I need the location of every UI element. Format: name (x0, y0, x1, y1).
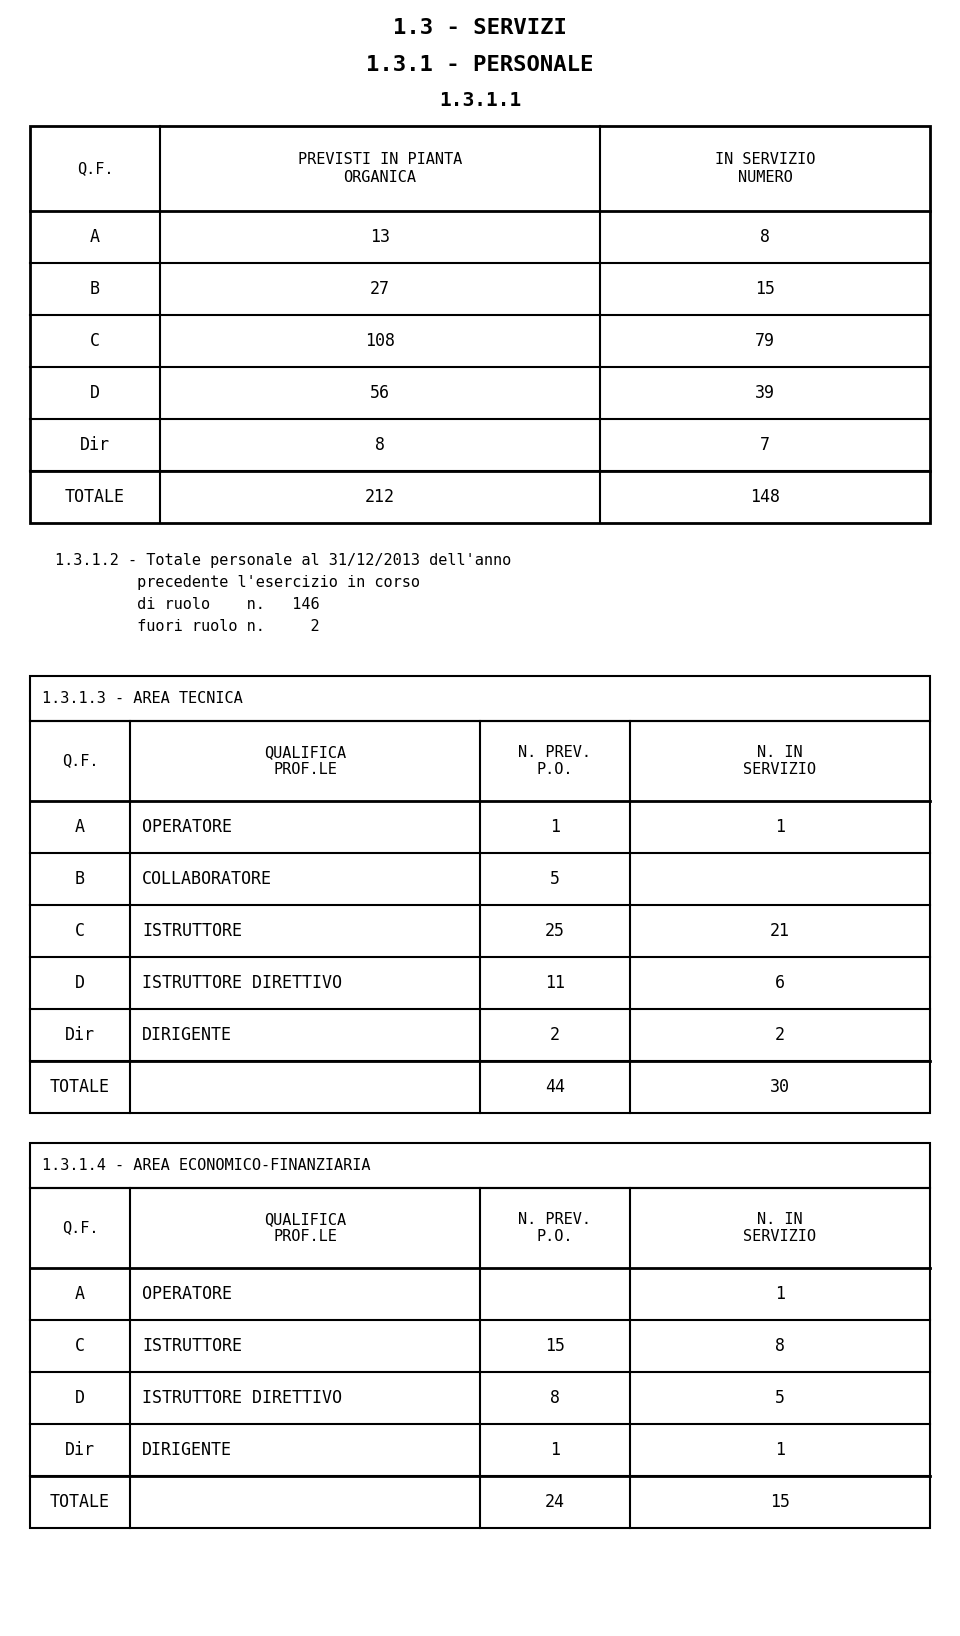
Text: 212: 212 (365, 488, 395, 506)
Text: Q.F.: Q.F. (61, 754, 98, 769)
Text: Dir: Dir (80, 437, 110, 455)
Text: QUALIFICA
PROF.LE: QUALIFICA PROF.LE (264, 1212, 346, 1245)
Text: IN SERVIZIO
NUMERO: IN SERVIZIO NUMERO (715, 152, 815, 185)
Text: ISTRUTTORE DIRETTIVO: ISTRUTTORE DIRETTIVO (142, 973, 342, 991)
Text: Dir: Dir (65, 1441, 95, 1459)
Text: D: D (75, 1389, 85, 1407)
Text: A: A (75, 818, 85, 836)
Bar (30, 1144, 930, 1188)
Text: D: D (90, 384, 100, 402)
Text: 1: 1 (775, 1284, 785, 1302)
Text: Dir: Dir (65, 1026, 95, 1044)
Text: 2: 2 (550, 1026, 560, 1044)
Text: PREVISTI IN PIANTA
ORGANICA: PREVISTI IN PIANTA ORGANICA (298, 152, 462, 185)
Text: 8: 8 (550, 1389, 560, 1407)
Text: B: B (90, 280, 100, 298)
Text: fuori ruolo n.     2: fuori ruolo n. 2 (55, 618, 320, 635)
Text: di ruolo    n.   146: di ruolo n. 146 (55, 597, 320, 612)
Text: 56: 56 (370, 384, 390, 402)
Text: C: C (90, 332, 100, 350)
Text: 21: 21 (770, 923, 790, 941)
Text: C: C (75, 923, 85, 941)
Text: 148: 148 (750, 488, 780, 506)
Text: 30: 30 (770, 1078, 790, 1096)
Bar (30, 1188, 930, 1528)
Text: ISTRUTTORE: ISTRUTTORE (142, 923, 242, 941)
Text: COLLABORATORE: COLLABORATORE (142, 870, 272, 888)
Text: 39: 39 (755, 384, 775, 402)
Bar (30, 721, 930, 1112)
Text: A: A (75, 1284, 85, 1302)
Text: C: C (75, 1337, 85, 1355)
Text: Q.F.: Q.F. (77, 160, 113, 177)
Text: 8: 8 (375, 437, 385, 455)
Text: N. IN
SERVIZIO: N. IN SERVIZIO (743, 1212, 817, 1245)
Text: QUALIFICA
PROF.LE: QUALIFICA PROF.LE (264, 744, 346, 777)
Text: 7: 7 (760, 437, 770, 455)
Text: D: D (75, 973, 85, 991)
Text: 1: 1 (775, 818, 785, 836)
Text: ISTRUTTORE DIRETTIVO: ISTRUTTORE DIRETTIVO (142, 1389, 342, 1407)
Text: DIRIGENTE: DIRIGENTE (142, 1026, 232, 1044)
Text: TOTALE: TOTALE (65, 488, 125, 506)
Text: DIRIGENTE: DIRIGENTE (142, 1441, 232, 1459)
Text: 108: 108 (365, 332, 395, 350)
Text: OPERATORE: OPERATORE (142, 818, 232, 836)
Bar (30, 676, 930, 721)
Text: 8: 8 (775, 1337, 785, 1355)
Text: 2: 2 (775, 1026, 785, 1044)
Text: N. IN
SERVIZIO: N. IN SERVIZIO (743, 744, 817, 777)
Text: 6: 6 (775, 973, 785, 991)
Bar (30, 126, 930, 524)
Text: 11: 11 (545, 973, 565, 991)
Text: 1: 1 (550, 1441, 560, 1459)
Text: 15: 15 (770, 1494, 790, 1512)
Text: ISTRUTTORE: ISTRUTTORE (142, 1337, 242, 1355)
Text: 15: 15 (755, 280, 775, 298)
Text: 1.3.1.4 - AREA ECONOMICO-FINANZIARIA: 1.3.1.4 - AREA ECONOMICO-FINANZIARIA (42, 1158, 371, 1173)
Text: precedente l'esercizio in corso: precedente l'esercizio in corso (55, 574, 420, 591)
Text: 5: 5 (775, 1389, 785, 1407)
Text: 44: 44 (545, 1078, 565, 1096)
Text: 1.3 - SERVIZI: 1.3 - SERVIZI (393, 18, 567, 38)
Text: 24: 24 (545, 1494, 565, 1512)
Text: Q.F.: Q.F. (61, 1220, 98, 1235)
Text: 13: 13 (370, 227, 390, 245)
Text: 79: 79 (755, 332, 775, 350)
Text: TOTALE: TOTALE (50, 1078, 110, 1096)
Text: 27: 27 (370, 280, 390, 298)
Text: 1.3.1.1: 1.3.1.1 (439, 90, 521, 110)
Text: 5: 5 (550, 870, 560, 888)
Text: 1.3.1.3 - AREA TECNICA: 1.3.1.3 - AREA TECNICA (42, 690, 243, 707)
Text: 1: 1 (550, 818, 560, 836)
Text: 25: 25 (545, 923, 565, 941)
Text: N. PREV.
P.O.: N. PREV. P.O. (518, 744, 591, 777)
Text: 1.3.1.2 - Totale personale al 31/12/2013 dell'anno: 1.3.1.2 - Totale personale al 31/12/2013… (55, 553, 512, 568)
Text: OPERATORE: OPERATORE (142, 1284, 232, 1302)
Text: TOTALE: TOTALE (50, 1494, 110, 1512)
Text: N. PREV.
P.O.: N. PREV. P.O. (518, 1212, 591, 1245)
Text: 15: 15 (545, 1337, 565, 1355)
Text: 8: 8 (760, 227, 770, 245)
Text: A: A (90, 227, 100, 245)
Text: 1.3.1 - PERSONALE: 1.3.1 - PERSONALE (367, 56, 593, 75)
Text: B: B (75, 870, 85, 888)
Text: 1: 1 (775, 1441, 785, 1459)
